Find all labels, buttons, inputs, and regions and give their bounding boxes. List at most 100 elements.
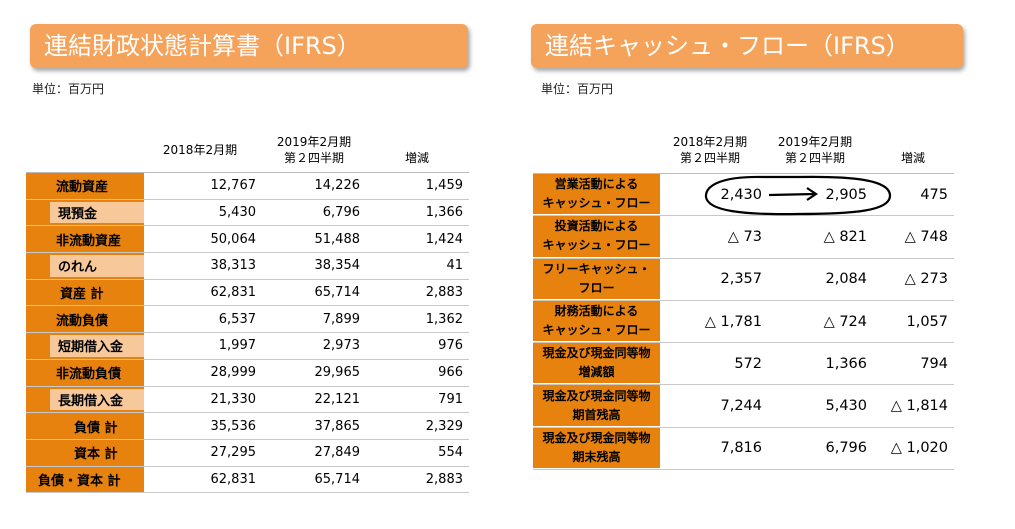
row-label: 流動負債 xyxy=(56,313,109,329)
cell: 7,816 xyxy=(720,440,762,457)
cell: 65,714 xyxy=(314,471,361,487)
cell: 572 xyxy=(734,355,762,372)
table-row: 負債 計 35,536 37,865 2,329 xyxy=(26,413,469,440)
table-row: 現金及び現金同等物 期首残高 7,244 5,430 △ 1,814 xyxy=(533,385,954,428)
left-col2-header: 2019年2月期 第２四半期 xyxy=(262,134,366,166)
cell: 1,366 xyxy=(425,205,463,221)
right-col2-header: 2019年2月期 第２四半期 xyxy=(763,134,867,166)
left-col3-header: 増減 xyxy=(392,150,442,166)
table-row: フリーキャッシュ・ フロー 2,357 2,084 △ 273 xyxy=(533,258,954,301)
cell: 2,905 xyxy=(825,186,867,203)
cash-flow-table: 営業活動による キャッシュ・フロー 2,430 2,905 475 投資活動による… xyxy=(533,173,954,471)
cell: 2,084 xyxy=(825,271,867,288)
cell: 976 xyxy=(438,338,463,354)
row-label: 資本 計 xyxy=(74,447,118,463)
cell: 2,329 xyxy=(425,418,463,434)
right-col1-line2: 第２四半期 xyxy=(679,151,740,165)
cell: 22,121 xyxy=(314,391,361,407)
cell: 12,767 xyxy=(210,178,257,194)
table-row: のれん 38,313 38,354 41 xyxy=(26,253,469,280)
balance-sheet-table: 流動資産 12,767 14,226 1,459 現預金 5,430 6,796… xyxy=(26,172,469,494)
row-label-line2: キャッシュ・フロー xyxy=(542,238,651,253)
arrow-icon xyxy=(768,192,816,197)
row-label-line2: 期末残高 xyxy=(572,449,621,464)
row-label: 短期借入金 xyxy=(58,340,124,356)
cell: 6,796 xyxy=(322,205,360,221)
right-col1-header: 2018年2月期 第２四半期 xyxy=(658,134,762,166)
left-col3-label: 増減 xyxy=(404,151,429,165)
handwritten-circle-annotation xyxy=(704,175,892,216)
cell: 29,965 xyxy=(314,365,361,381)
left-col2-line1: 2019年2月期 xyxy=(276,135,352,149)
left-col1-header: 2018年2月期 xyxy=(150,142,250,158)
cell: △ 73 xyxy=(727,228,762,245)
cell: 28,999 xyxy=(210,365,257,381)
cell: 2,883 xyxy=(425,285,463,301)
right-col3-header: 増減 xyxy=(888,150,938,166)
cell: △ 1,020 xyxy=(890,440,948,457)
row-label: 現預金 xyxy=(58,207,98,223)
cell: 2,973 xyxy=(322,338,360,354)
balance-sheet-title: 連結財政状態計算書（IFRS） xyxy=(30,24,468,68)
cell: 27,849 xyxy=(314,445,361,461)
cell: 791 xyxy=(438,391,463,407)
table-row: 投資活動による キャッシュ・フロー △ 73 △ 821 △ 748 xyxy=(533,216,954,259)
table-row: 短期借入金 1,997 2,973 976 xyxy=(26,333,469,360)
row-label-line1: 財務活動による xyxy=(554,304,639,319)
table-row: 資本 計 27,295 27,849 554 xyxy=(26,439,469,467)
cell: 966 xyxy=(438,365,463,381)
row-label: のれん xyxy=(58,260,98,276)
row-label: 資産 計 xyxy=(60,287,104,303)
cell: 14,226 xyxy=(314,178,361,194)
cell: 1,057 xyxy=(906,313,948,330)
table-row: 非流動資産 50,064 51,488 1,424 xyxy=(26,226,469,254)
cell: 2,883 xyxy=(425,471,463,487)
row-label: 長期借入金 xyxy=(58,393,124,409)
cash-flow-title: 連結キャッシュ・フロー（IFRS） xyxy=(531,24,963,68)
cell: 38,313 xyxy=(210,258,257,274)
cell: 37,865 xyxy=(314,418,361,434)
cell: 6,537 xyxy=(218,311,256,327)
row-label-line1: 現金及び現金同等物 xyxy=(542,430,651,445)
row-label-line2: 増減額 xyxy=(578,365,615,380)
cell: △ 1,781 xyxy=(704,313,762,330)
cell: 5,430 xyxy=(825,398,867,415)
table-row: 流動負債 6,537 7,899 1,362 xyxy=(26,306,469,334)
cell: 1,366 xyxy=(825,355,867,372)
cell: 1,362 xyxy=(425,311,463,327)
cell: △ 724 xyxy=(823,313,867,330)
row-label-line2: キャッシュ・フロー xyxy=(542,196,651,211)
table-row: 長期借入金 21,330 22,121 791 xyxy=(26,386,469,414)
row-label: 負債・資本 計 xyxy=(38,473,121,489)
row-label: 非流動資産 xyxy=(56,233,122,249)
table-row: 非流動負債 28,999 29,965 966 xyxy=(26,359,469,387)
left-col1-label: 2018年2月期 xyxy=(162,143,238,157)
cell: 50,064 xyxy=(210,231,257,247)
cell: 7,899 xyxy=(322,311,360,327)
cell: △ 748 xyxy=(904,228,948,245)
row-label-line2: 期首残高 xyxy=(572,407,621,422)
cell: 794 xyxy=(920,355,948,372)
cell: 1,424 xyxy=(425,231,463,247)
cell: 27,295 xyxy=(210,445,257,461)
left-col2-line2: 第２四半期 xyxy=(283,151,344,165)
cell: △ 1,814 xyxy=(890,398,948,415)
table-row: 財務活動による キャッシュ・フロー △ 1,781 △ 724 1,057 xyxy=(533,300,954,344)
cell: 38,354 xyxy=(314,258,361,274)
row-label: 非流動負債 xyxy=(56,367,122,383)
cell: 2,430 xyxy=(720,186,762,203)
cell: 6,796 xyxy=(825,440,867,457)
cell: 2,357 xyxy=(720,271,762,288)
row-label-line1: 現金及び現金同等物 xyxy=(542,388,651,403)
cell: 35,536 xyxy=(210,418,257,434)
right-unit: 単位：百万円 xyxy=(541,82,614,96)
row-label-line1: 現金及び現金同等物 xyxy=(542,346,651,361)
table-row: 現預金 5,430 6,796 1,366 xyxy=(26,199,469,227)
right-col2-line1: 2019年2月期 xyxy=(777,135,853,149)
cell: 21,330 xyxy=(210,391,257,407)
right-col1-line1: 2018年2月期 xyxy=(672,135,748,149)
cell: 475 xyxy=(920,186,948,203)
cell: 51,488 xyxy=(314,231,361,247)
row-label-line1: 営業活動による xyxy=(554,177,639,192)
cell: 7,244 xyxy=(720,398,762,415)
